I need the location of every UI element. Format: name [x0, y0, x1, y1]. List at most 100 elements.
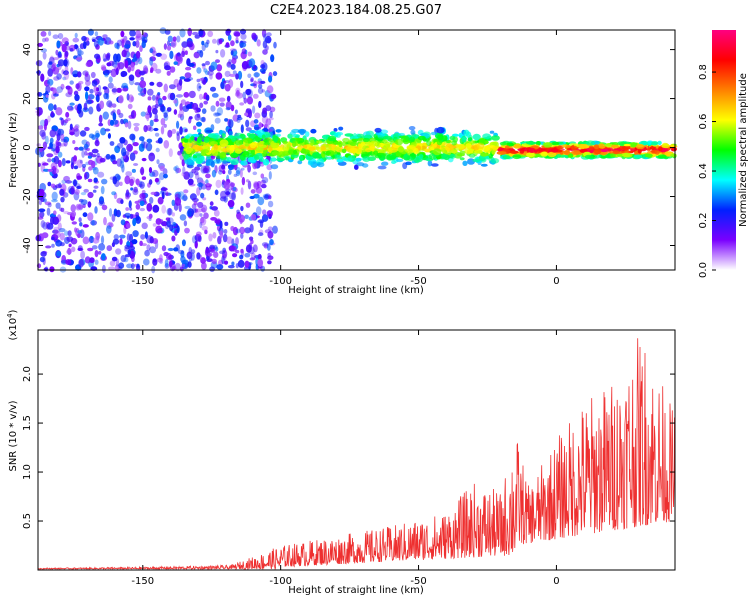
- spectrogram-cell: [59, 232, 65, 241]
- spectrogram-cell: [199, 221, 203, 229]
- x-tick-label: 0: [553, 576, 559, 587]
- spectrogram-cell: [233, 173, 238, 177]
- spectrogram-cell: [263, 33, 267, 42]
- spectrogram-cell: [464, 147, 473, 155]
- colorbar-tick-label: 0.4: [698, 163, 709, 179]
- spectrogram-cell: [230, 63, 236, 70]
- spectrogram-cell: [228, 130, 233, 136]
- spectrogram-cell: [273, 41, 277, 49]
- spectrogram-cell: [199, 77, 205, 81]
- spectrogram-cell: [223, 229, 228, 234]
- spectrogram-cell: [191, 235, 197, 244]
- spectrogram-cell: [196, 163, 203, 167]
- spectrogram-cell: [171, 128, 177, 134]
- spectrogram-cell: [159, 27, 167, 34]
- spectrogram-cell: [488, 153, 493, 159]
- spectrogram-cell: [244, 214, 249, 219]
- spectrogram-cell: [170, 39, 177, 48]
- spectrogram-cell: [118, 95, 124, 104]
- spectrogram-cell: [185, 66, 192, 71]
- spectrogram-cell: [92, 167, 97, 171]
- spectrogram-cell: [258, 83, 263, 89]
- spectrogram-cell: [213, 159, 223, 164]
- spectrogram-cell: [59, 242, 65, 247]
- spectrogram-cell: [221, 164, 226, 170]
- spectrogram-cell: [145, 111, 150, 116]
- spectrogram-cell: [154, 177, 159, 183]
- spectrogram-cell: [149, 236, 154, 244]
- spectrogram-cell: [146, 244, 151, 252]
- spectrogram-cell: [133, 122, 140, 127]
- spectrogram-cell: [224, 70, 231, 78]
- snr-multiplier-close: ): [8, 309, 19, 313]
- spectrogram-cell: [588, 145, 594, 151]
- spectrogram-cell: [116, 175, 122, 181]
- spectrogram-cell: [60, 83, 65, 90]
- spectrogram-cell: [267, 128, 273, 132]
- spectrogram-cell: [141, 176, 147, 181]
- spectrogram-cell: [77, 233, 81, 238]
- spectrogram-cell: [71, 246, 76, 253]
- spectrogram-cell: [257, 87, 264, 94]
- spectrogram-cell: [236, 209, 240, 214]
- spectrogram-cell: [201, 63, 206, 67]
- spectrogram-cell: [239, 133, 246, 139]
- spectrogram-cell: [354, 164, 359, 170]
- spectrogram-cell: [56, 73, 62, 80]
- spectrogram-cell: [255, 206, 262, 216]
- spectrogram-cell: [157, 137, 163, 144]
- spectrogram-cell: [268, 75, 273, 83]
- spectrogram-cell: [141, 157, 147, 162]
- spectrogram-cell: [139, 136, 145, 142]
- spectrogram-cell: [108, 76, 113, 83]
- spectrogram-cell: [183, 171, 190, 180]
- spectrogram-cell: [42, 141, 48, 150]
- spectrogram-cell: [201, 40, 205, 46]
- spectrogram-cell: [68, 243, 72, 248]
- spectrogram-cell: [266, 243, 271, 251]
- spectrogram-cell: [405, 148, 413, 153]
- spectrogram-cell: [156, 159, 160, 165]
- spectrogram-cell: [106, 69, 112, 74]
- spectrogram-cell: [269, 106, 276, 113]
- spectrogram-cell: [225, 28, 231, 36]
- spectrogram-cell: [225, 42, 230, 48]
- spectrogram-cell: [36, 70, 42, 74]
- spectrogram-cell: [39, 188, 45, 197]
- spectrogram-cell: [472, 158, 481, 163]
- spectrogram-cell: [257, 196, 265, 206]
- spectrogram-cell: [147, 96, 152, 101]
- spectrogram-cell: [87, 247, 94, 252]
- spectrogram-cell: [230, 158, 239, 166]
- spectrogram-cell: [74, 94, 80, 102]
- spectrogram-cell: [215, 72, 223, 80]
- spectrogram-cell: [93, 40, 99, 48]
- spectrogram-cell: [245, 244, 252, 253]
- spectrogram-cell: [159, 254, 163, 262]
- spectrogram-cell: [218, 97, 226, 102]
- spectrogram-cell: [295, 135, 300, 139]
- spectrogram-cell: [69, 44, 76, 52]
- spectrogram-cell: [480, 152, 488, 157]
- spectrogram-cell: [201, 262, 207, 270]
- spectrogram-cell: [215, 100, 220, 107]
- spectrogram-cell: [184, 205, 191, 210]
- spectrogram-cell: [623, 143, 631, 147]
- spectrogram-cell: [259, 140, 265, 145]
- spectrogram-cell: [237, 259, 245, 268]
- spectrogram-cell: [212, 232, 217, 239]
- spectrogram-cell: [254, 126, 261, 130]
- spectrogram-cell: [303, 144, 308, 149]
- spectrogram-cell: [147, 88, 154, 96]
- spectrogram-cell: [87, 178, 93, 183]
- spectrogram-cell: [441, 153, 447, 159]
- spectrogram-cell: [249, 236, 254, 241]
- spectrogram-cell: [266, 37, 272, 44]
- spectrogram-cell: [124, 122, 129, 128]
- spectrogram-cell: [436, 139, 443, 146]
- spectrogram-cell: [160, 105, 166, 112]
- spectrogram-cell: [270, 93, 277, 100]
- x-tick-label: 0: [553, 276, 559, 287]
- spectrogram-cell: [349, 142, 358, 146]
- spectrogram-cell: [139, 45, 143, 52]
